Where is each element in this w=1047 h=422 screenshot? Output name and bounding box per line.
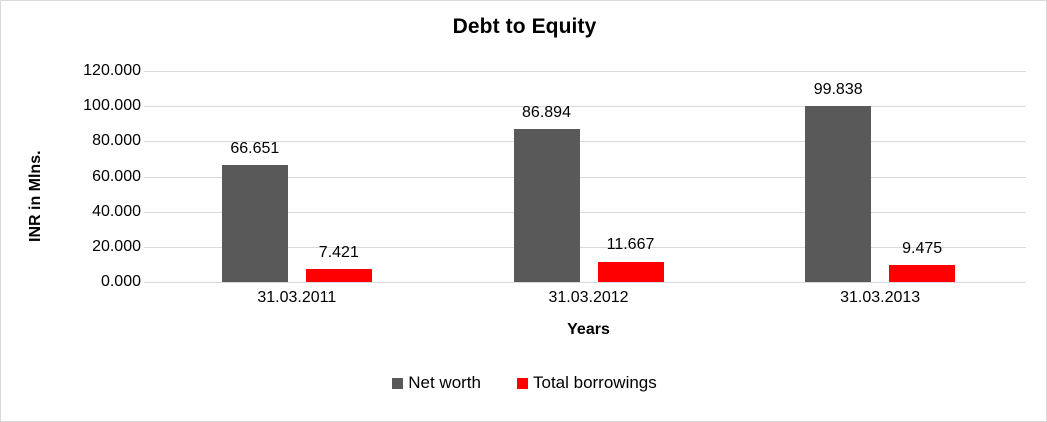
legend-label: Net worth (408, 373, 481, 392)
y-axis-tick-label: 40.000 (92, 202, 141, 220)
x-axis-category-label: 31.03.2012 (548, 289, 629, 306)
gridline (151, 106, 1026, 108)
bar-data-label: 9.475 (902, 240, 943, 258)
bar-net-worth-31.03.2013[interactable] (805, 106, 872, 282)
legend-item-total-borrowings[interactable]: Total borrowings (516, 373, 657, 393)
y-axis-tick-mark (144, 176, 151, 178)
x-axis-category-label: 31.03.2011 (257, 289, 337, 306)
y-axis-tick-label: 60.000 (92, 167, 141, 185)
chart-legend: Net worth Total borrowings (1, 373, 1046, 393)
y-axis-tick-marks (144, 71, 151, 283)
bar-total-borrowings-31.03.2013[interactable] (889, 265, 956, 282)
gridline (151, 71, 1026, 72)
x-axis-title: Years (567, 321, 610, 338)
legend-swatch-icon (392, 377, 404, 389)
y-axis-tick-mark (144, 71, 151, 72)
legend-label: Total borrowings (532, 373, 657, 392)
bar-data-label: 11.667 (606, 236, 655, 254)
bar-total-borrowings-31.03.2011[interactable] (305, 268, 372, 282)
y-axis-tick-label: 0.000 (100, 273, 141, 290)
bar-data-label: 99.838 (813, 81, 863, 99)
y-axis-tick-mark (144, 282, 151, 283)
bar-total-borrowings-31.03.2012[interactable] (597, 261, 664, 282)
y-axis-tick-label: 120.000 (83, 62, 141, 79)
y-axis-tick-mark (144, 106, 151, 108)
legend-swatch-icon (516, 377, 528, 389)
y-axis-tick-label: 100.000 (83, 97, 141, 115)
gridline (151, 176, 1026, 178)
bar-data-label: 86.894 (522, 104, 571, 122)
y-axis-tick-label: 80.000 (92, 132, 141, 150)
gridline (151, 246, 1026, 248)
y-axis-tick-mark (144, 141, 151, 143)
gridline (151, 282, 1026, 283)
gridline (151, 141, 1026, 143)
bar-net-worth-31.03.2012[interactable] (513, 129, 580, 282)
bar-data-label: 7.421 (318, 243, 359, 261)
y-axis-tick-mark (144, 246, 151, 248)
x-axis-category-labels: 31.03.2011 31.03.2012 31.03.2013 (151, 289, 1026, 313)
bar-data-label: 66.651 (230, 139, 280, 157)
y-axis-tick-mark (144, 211, 151, 213)
chart-title: Debt to Equity (452, 15, 597, 38)
x-axis-category-label: 31.03.2013 (840, 289, 921, 306)
legend-item-net-worth[interactable]: Net worth (392, 373, 481, 393)
y-axis-tick-labels: 0.000 20.000 40.000 60.000 80.000 100.000 120.… (55, 62, 141, 290)
y-axis-tick-label: 20.000 (92, 237, 141, 255)
gridline (151, 211, 1026, 213)
bar-net-worth-31.03.2011[interactable] (221, 164, 288, 282)
plot-area: 66.651 7.421 86.894 11.667 99.838 9.475 (151, 71, 1026, 283)
y-axis-title: INR in Mlns. (27, 150, 44, 242)
